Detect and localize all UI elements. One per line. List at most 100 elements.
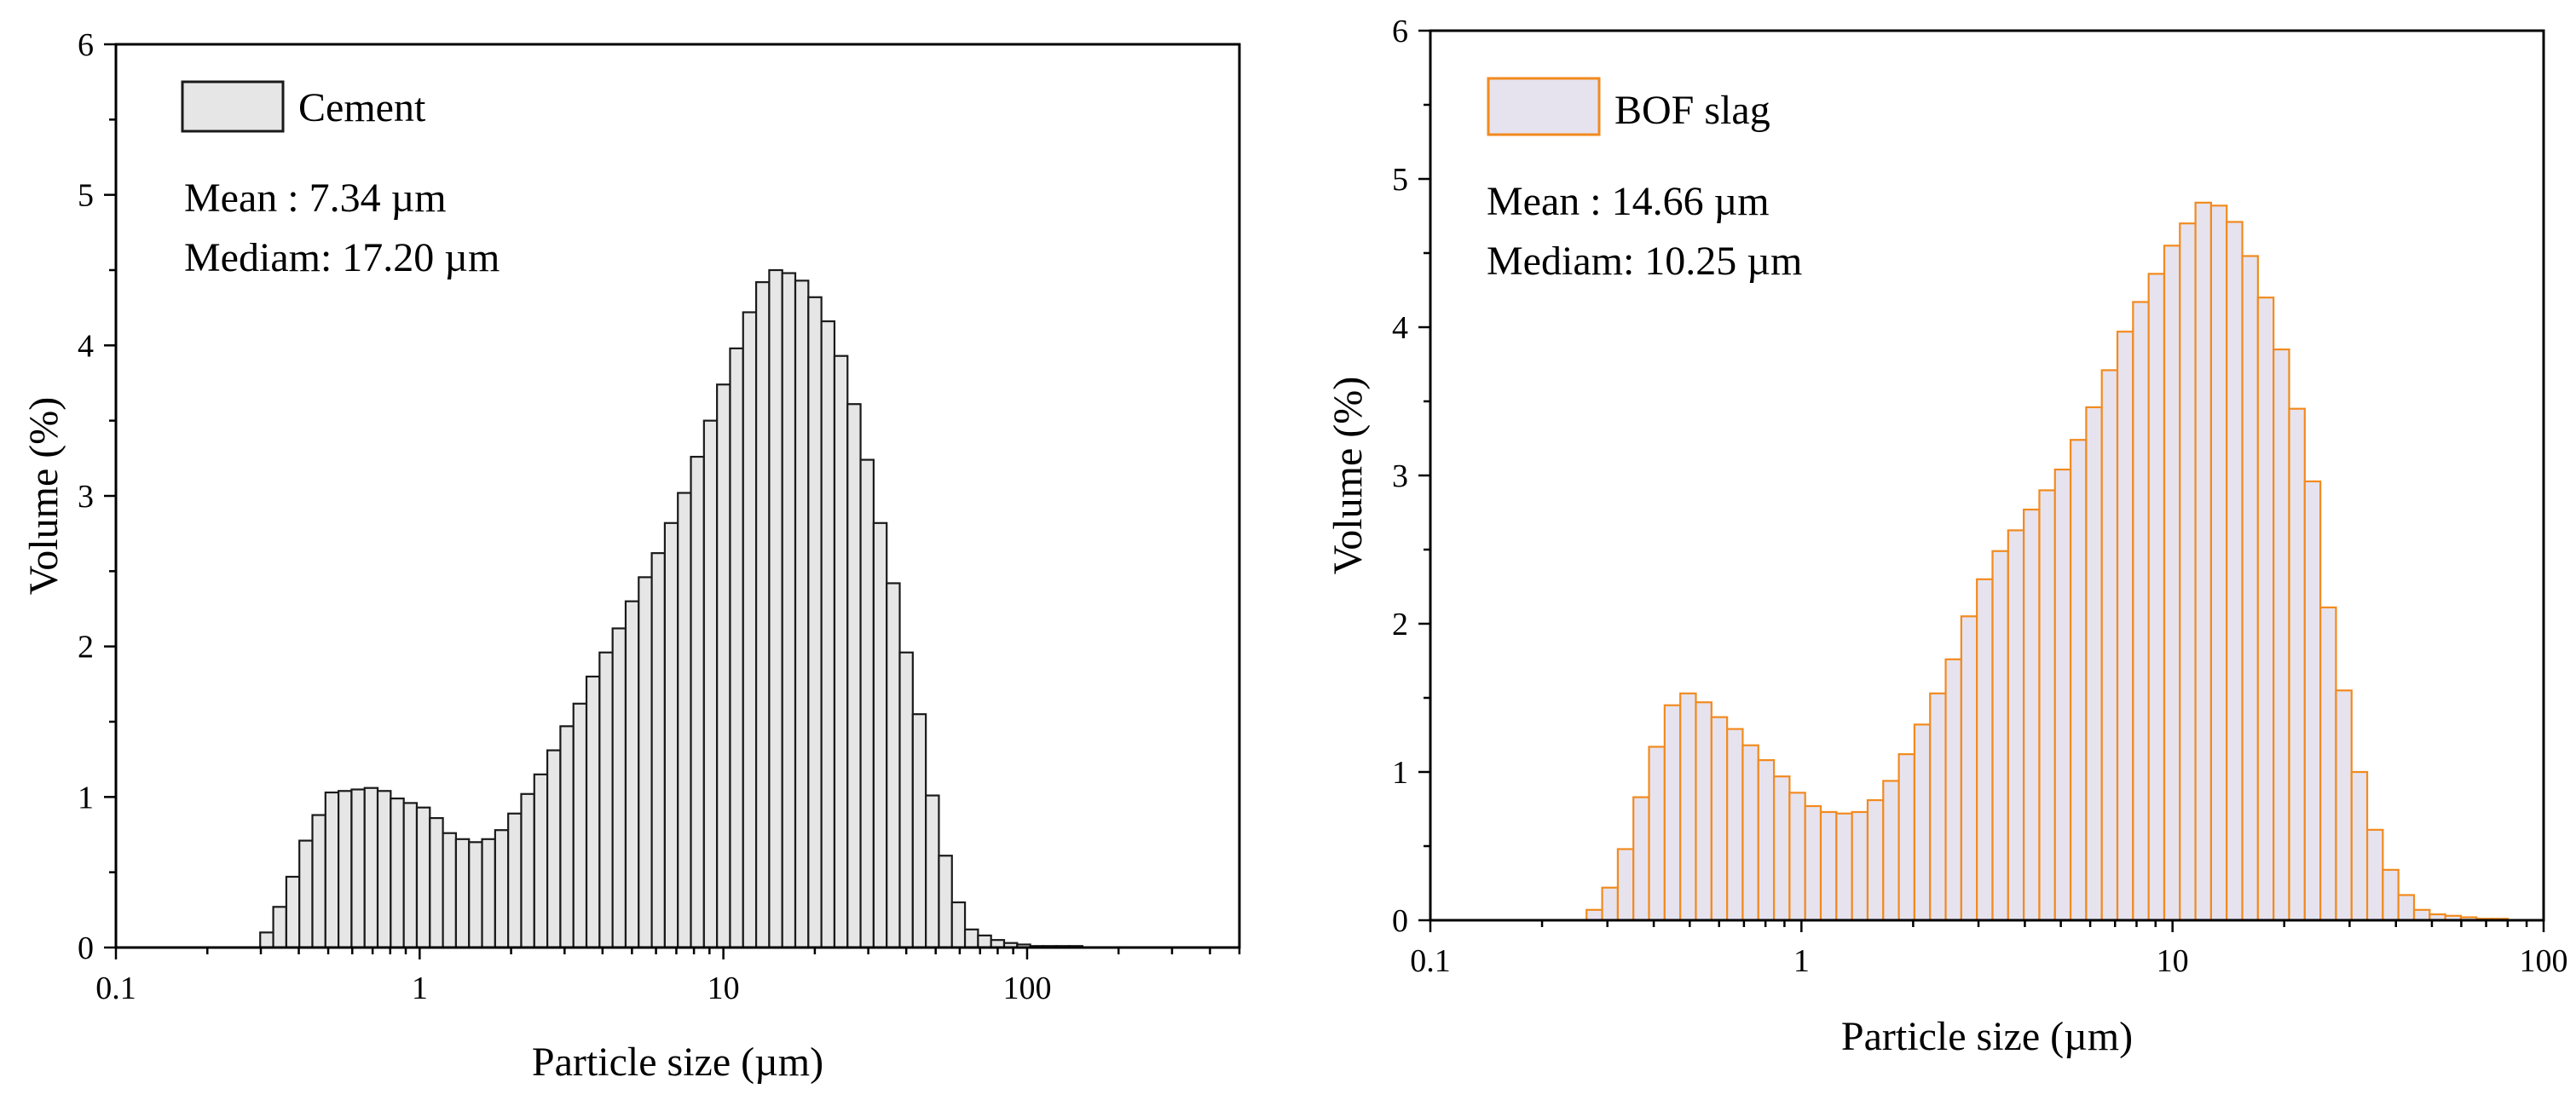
histogram-bar <box>390 797 405 949</box>
histogram-bar <box>1788 792 1806 922</box>
histogram-bar <box>2256 297 2275 922</box>
histogram-bar <box>468 841 483 949</box>
histogram-bar <box>1991 550 2009 922</box>
histogram-bar <box>2023 508 2041 922</box>
histogram-bar <box>520 792 535 949</box>
histogram-bar <box>1960 615 1978 922</box>
y-tick-label: 3 <box>78 479 94 515</box>
histogram-bar <box>2085 406 2103 922</box>
x-axis-label: Particle size (µm) <box>532 1040 823 1085</box>
histogram-bar <box>533 773 549 949</box>
histogram-bar <box>768 268 783 949</box>
histogram-bar <box>1772 775 1791 922</box>
histogram-bar <box>1710 716 1729 922</box>
histogram-bar <box>2053 468 2072 922</box>
histogram-bar <box>1601 886 1620 922</box>
y-tick-label: 6 <box>78 27 94 63</box>
histogram-bar <box>2412 908 2431 922</box>
y-axis-label: Volume (%) <box>21 397 66 595</box>
y-tick-label: 5 <box>1392 162 1408 198</box>
histogram-bar <box>833 354 849 949</box>
y-axis-ticks: 0 1 2 3 4 5 6 <box>78 27 116 966</box>
histogram-bar <box>2209 204 2228 922</box>
histogram-bar <box>859 458 875 949</box>
histogram-bar <box>2116 331 2134 922</box>
histogram-bar <box>1819 810 1838 922</box>
histogram-bar <box>285 875 301 949</box>
histogram-bar <box>1695 701 1713 922</box>
y-tick-label: 1 <box>78 780 94 815</box>
histogram-bar <box>2179 222 2197 922</box>
histogram-bar <box>2147 273 2166 922</box>
y-axis-ticks: 0 1 2 3 4 5 6 <box>1392 14 1430 939</box>
histogram-bar <box>624 600 640 949</box>
histogram-bar <box>1741 744 1759 922</box>
x-tick-label: 100 <box>2520 943 2568 979</box>
x-tick-label: 10 <box>708 971 740 1006</box>
histogram-bar <box>2273 349 2290 922</box>
median-annotation: Mediam: 17.20 µm <box>184 235 500 280</box>
histogram-bar <box>2163 245 2181 922</box>
histogram-bar <box>1585 908 1603 922</box>
histogram-bar <box>272 906 287 949</box>
x-axis-ticks: 0.1 1 10 100 <box>1410 920 2568 979</box>
histogram-bar <box>585 675 601 949</box>
histogram-bar <box>2132 301 2150 922</box>
histogram-bar <box>454 838 471 949</box>
bar-group <box>1585 201 2509 922</box>
histogram-bar <box>846 403 862 949</box>
histogram-bar <box>1648 746 1666 922</box>
histogram-bar <box>481 838 496 949</box>
y-tick-label: 2 <box>78 630 94 665</box>
histogram-bar <box>324 791 340 949</box>
x-axis-ticks: 0.1 1 10 100 <box>95 948 1241 1006</box>
histogram-bar <box>363 786 379 949</box>
histogram-bar <box>963 928 979 949</box>
x-tick-label: 1 <box>412 971 428 1006</box>
histogram-bar <box>311 814 326 949</box>
histogram-bar <box>2288 407 2306 922</box>
histogram-bar <box>1679 692 1697 922</box>
histogram-bar <box>1897 753 1916 922</box>
y-tick-label: 3 <box>1392 458 1408 494</box>
chart-panel-cement: 0.1 1 10 100 0 1 2 3 4 5 6 Particle size (µm) Vol… <box>21 27 1241 1085</box>
mean-annotation: Mean : 7.34 µm <box>184 176 447 221</box>
histogram-bar <box>2382 868 2400 922</box>
y-tick-label: 1 <box>1392 755 1408 791</box>
histogram-bar <box>2365 828 2384 922</box>
histogram-bar <box>2303 480 2322 922</box>
histogram-bar <box>598 651 614 949</box>
mean-annotation: Mean : 14.66 µm <box>1487 179 1770 224</box>
x-tick-label: 0.1 <box>95 971 136 1006</box>
histogram-bar <box>754 281 771 949</box>
y-tick-label: 0 <box>78 930 94 966</box>
histogram-bar <box>442 832 458 949</box>
y-axis-label: Volume (%) <box>1326 377 1371 574</box>
histogram-bar <box>1976 578 1994 922</box>
histogram-bar <box>546 749 562 949</box>
histogram-bar <box>1757 758 1776 922</box>
histogram-bar <box>1726 728 1744 922</box>
median-annotation: Mediam: 10.25 µm <box>1487 239 1802 284</box>
histogram-bar <box>1835 812 1853 922</box>
histogram-bar <box>911 713 927 949</box>
histogram-bar <box>898 651 914 949</box>
legend: Cement <box>181 80 426 133</box>
legend: BOF slag <box>1487 77 1770 136</box>
histogram-bar <box>2038 489 2056 922</box>
x-tick-label: 1 <box>1793 943 1810 979</box>
histogram-bar <box>2319 606 2337 922</box>
histogram-bar <box>794 279 810 949</box>
x-tick-label: 0.1 <box>1410 943 1451 979</box>
histogram-bar <box>2226 221 2244 922</box>
histogram-bar <box>2069 439 2088 922</box>
y-tick-label: 4 <box>1392 310 1408 346</box>
histogram-bar <box>1882 780 1900 922</box>
histogram-bar <box>298 839 314 949</box>
legend-swatch <box>181 80 285 133</box>
legend-swatch <box>1487 77 1601 136</box>
histogram-bar <box>611 627 627 949</box>
histogram-bar <box>494 829 510 949</box>
histogram-bar <box>729 347 744 949</box>
